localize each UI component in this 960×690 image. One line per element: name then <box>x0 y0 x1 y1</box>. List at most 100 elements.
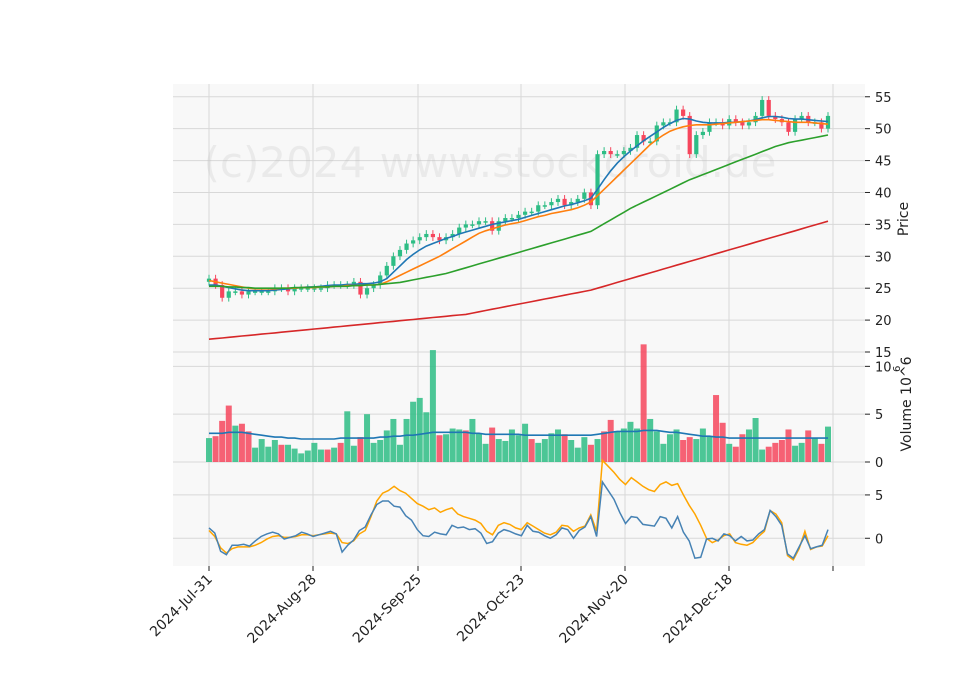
price-y-tick-label: 25 <box>875 282 892 297</box>
x-tick-label: 2024-Oct-23 <box>454 572 528 646</box>
candle-body <box>364 288 370 295</box>
price-y-tick-label: 15 <box>875 346 892 361</box>
candle-body <box>549 202 554 206</box>
volume-bar <box>350 445 357 462</box>
candle-body <box>661 122 666 126</box>
x-tick-label: 2024-Nov-20 <box>557 572 632 647</box>
price-y-tick-label: 30 <box>875 250 892 265</box>
price-y-tick-label: 55 <box>875 91 892 106</box>
candle-body <box>694 135 699 155</box>
volume-bar <box>324 449 331 462</box>
macd-panel-bg <box>173 462 865 566</box>
candle-body <box>252 291 258 293</box>
volume-bar <box>825 426 831 462</box>
volume-bar <box>587 444 594 462</box>
candle-body <box>674 109 679 123</box>
volume-bar <box>634 428 641 462</box>
candle-body <box>536 205 541 212</box>
volume-bar <box>219 420 226 462</box>
volume-bar <box>245 431 252 462</box>
watermark: (c)2024 www.stockdroid.de <box>204 138 777 187</box>
volume-y-tick-label: 0 <box>875 456 883 471</box>
candle-body <box>562 198 567 206</box>
candle-body <box>740 122 745 126</box>
candle-body <box>430 233 435 238</box>
candle-body <box>760 99 765 116</box>
volume-bar <box>614 431 621 462</box>
volume-bar <box>508 429 515 462</box>
candle-body <box>391 256 396 266</box>
volume-bar <box>390 418 397 462</box>
volume-bar <box>456 429 463 462</box>
candle-body <box>450 233 455 238</box>
volume-bar <box>265 446 272 462</box>
candle-body <box>569 202 574 206</box>
volume-bar <box>285 444 292 462</box>
volume-bar <box>291 448 298 462</box>
candle-body <box>358 281 363 295</box>
x-tick-label: 2024-Sep-25 <box>350 572 425 647</box>
volume-bar <box>660 443 667 462</box>
volume-bar <box>607 419 614 462</box>
volume-bar <box>278 444 285 462</box>
volume-bar <box>798 442 805 462</box>
candle-body <box>615 154 620 156</box>
candle-body <box>483 221 488 223</box>
price-axis-label: Price <box>896 202 912 236</box>
candle-body <box>766 99 771 116</box>
volume-bar <box>475 433 482 462</box>
candle-body <box>509 218 515 220</box>
candle-body <box>628 147 633 151</box>
volume-bar <box>640 344 647 462</box>
volume-y-tick-label: 10 <box>875 360 892 375</box>
volume-bar <box>699 428 706 462</box>
price-y-tick-label: 40 <box>875 186 892 201</box>
candle-body <box>641 135 646 142</box>
candle-body <box>305 288 310 290</box>
candle-body <box>733 119 738 123</box>
candle-body <box>825 115 831 129</box>
volume-bar <box>502 440 509 462</box>
volume-bar <box>548 433 555 462</box>
volume-y-tick-label: 5 <box>875 408 883 423</box>
candle-body <box>602 151 607 155</box>
ma-slow-line <box>209 134 829 289</box>
volume-bar <box>489 427 496 462</box>
candle-body <box>239 291 245 295</box>
x-tick-label: 2024-Jul-31 <box>147 572 216 641</box>
candle-body <box>292 288 297 292</box>
volume-bar <box>594 439 601 462</box>
candle-body <box>417 237 422 241</box>
volume-bar <box>436 435 443 462</box>
candle-body <box>457 227 462 234</box>
volume-bar <box>206 438 212 462</box>
volume-bar <box>495 439 502 462</box>
candle-body <box>476 221 482 225</box>
candle-body <box>463 224 468 228</box>
volume-bar <box>541 439 548 462</box>
volume-bar <box>469 418 476 462</box>
volume-bar <box>719 422 726 462</box>
candle-body <box>206 278 212 282</box>
volume-bar <box>693 439 700 462</box>
x-tick-label: 2024-Dec-18 <box>660 572 735 647</box>
volume-bar <box>561 434 568 462</box>
volume-bar <box>522 423 529 462</box>
volume-bar <box>304 450 311 462</box>
candle-body <box>226 291 231 298</box>
volume-bar <box>528 439 535 462</box>
volume-average-line <box>209 429 828 440</box>
volume-bar <box>377 440 384 462</box>
candle-body <box>621 151 626 155</box>
candle-body <box>285 288 291 292</box>
volume-bar <box>653 431 660 462</box>
candle-body <box>792 119 798 132</box>
candle-body <box>384 265 389 276</box>
volume-bar <box>515 435 522 462</box>
volume-bar <box>666 434 673 462</box>
volume-bar <box>396 444 403 462</box>
volume-bar <box>429 350 436 462</box>
volume-bar <box>686 437 693 462</box>
volume-bar <box>423 412 430 462</box>
